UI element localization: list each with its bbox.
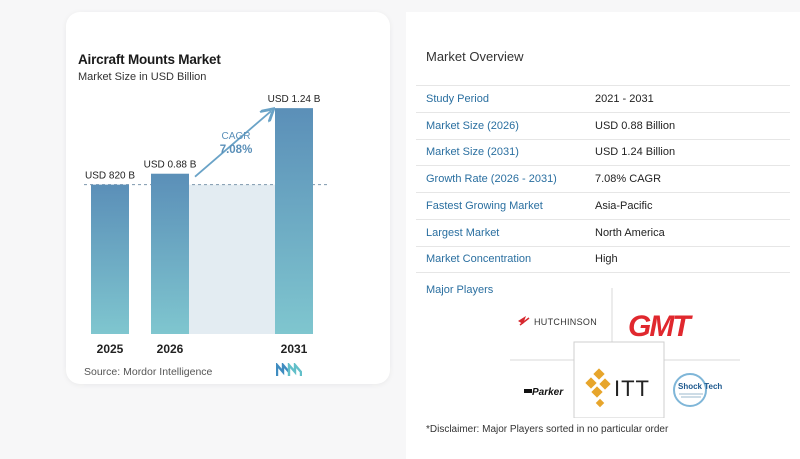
chart-source: Source: Mordor Intelligence bbox=[84, 366, 213, 378]
hutchinson-logo-icon: HUTCHINSON bbox=[518, 316, 597, 327]
logo-text-hutchinson: HUTCHINSON bbox=[534, 317, 597, 327]
overview-value: 7.08% CAGR bbox=[595, 173, 662, 186]
bar-2026 bbox=[151, 173, 189, 334]
chart-subtitle: Market Size in USD Billion bbox=[78, 71, 207, 83]
overview-label: Market Size (2026) bbox=[426, 119, 519, 132]
overview-row: Largest Market North America bbox=[416, 218, 790, 246]
chart-card: Aircraft Mounts Market Market Size in US… bbox=[66, 12, 390, 384]
overview-label: Fastest Growing Market bbox=[426, 200, 543, 213]
bar-2025 bbox=[91, 184, 129, 334]
overview-value: Asia-Pacific bbox=[595, 200, 653, 213]
chart-title: Aircraft Mounts Market bbox=[78, 52, 221, 67]
bar-value-label: USD 0.88 B bbox=[144, 160, 197, 171]
x-tick-label: 2025 bbox=[97, 342, 124, 356]
x-tick-label: 2026 bbox=[157, 342, 184, 356]
shock-tech-logo-icon: Shock Tech bbox=[673, 373, 722, 407]
shaded-band bbox=[189, 184, 275, 334]
logo-text-parker: Parker bbox=[532, 387, 564, 398]
logo-text-itt: ITT bbox=[614, 376, 650, 401]
mordor-logo-icon bbox=[276, 363, 302, 376]
major-players-logos: HUTCHINSON GMT Parker ITT bbox=[510, 288, 740, 418]
overview-row: Market Size (2026) USD 0.88 Billion bbox=[416, 111, 790, 139]
overview-panel: Market Overview Study Period 2021 - 2031 M… bbox=[406, 12, 800, 459]
overview-value: 2021 - 2031 bbox=[595, 92, 654, 105]
overview-label: Growth Rate (2026 - 2031) bbox=[426, 173, 557, 186]
overview-table: Study Period 2021 - 2031 Market Size (2026… bbox=[416, 85, 790, 273]
cagr-label: CAGR bbox=[222, 131, 251, 142]
overview-title: Market Overview bbox=[426, 49, 524, 64]
bar-value-label: USD 820 B bbox=[85, 171, 135, 182]
gmt-logo-icon: GMT bbox=[628, 310, 695, 343]
overview-label: Market Size (2031) bbox=[426, 146, 519, 159]
x-tick-label: 2031 bbox=[281, 342, 308, 356]
logo-text-gmt: GMT bbox=[628, 310, 693, 343]
overview-row: Market Size (2031) USD 1.24 Billion bbox=[416, 138, 790, 166]
bar-chart: USD 820 B 2025 USD 0.88 B 2026 USD 1.24 B 203… bbox=[84, 94, 328, 356]
bar-value-label: USD 1.24 B bbox=[268, 94, 321, 105]
overview-value: USD 0.88 Billion bbox=[595, 119, 676, 132]
overview-label: Largest Market bbox=[426, 226, 500, 239]
overview-row: Market Concentration High bbox=[416, 245, 790, 273]
overview-value: High bbox=[595, 253, 618, 266]
overview-row: Study Period 2021 - 2031 bbox=[416, 85, 790, 112]
disclaimer: *Disclaimer: Major Players sorted in no … bbox=[426, 424, 669, 435]
cagr-arrow bbox=[194, 111, 271, 178]
logo-text-shock-tech: Shock Tech bbox=[678, 382, 722, 391]
major-players-title: Major Players bbox=[426, 284, 494, 296]
bar-2031 bbox=[275, 108, 313, 335]
overview-row: Growth Rate (2026 - 2031) 7.08% CAGR bbox=[416, 165, 790, 192]
overview-value: USD 1.24 Billion bbox=[595, 146, 676, 159]
overview-label: Market Concentration bbox=[426, 253, 532, 266]
overview-row: Fastest Growing Market Asia-Pacific bbox=[416, 192, 790, 219]
overview-label: Study Period bbox=[426, 92, 489, 105]
cagr-value: 7.08% bbox=[220, 144, 253, 156]
overview-value: North America bbox=[595, 226, 665, 239]
parker-logo-icon: Parker bbox=[524, 387, 564, 398]
